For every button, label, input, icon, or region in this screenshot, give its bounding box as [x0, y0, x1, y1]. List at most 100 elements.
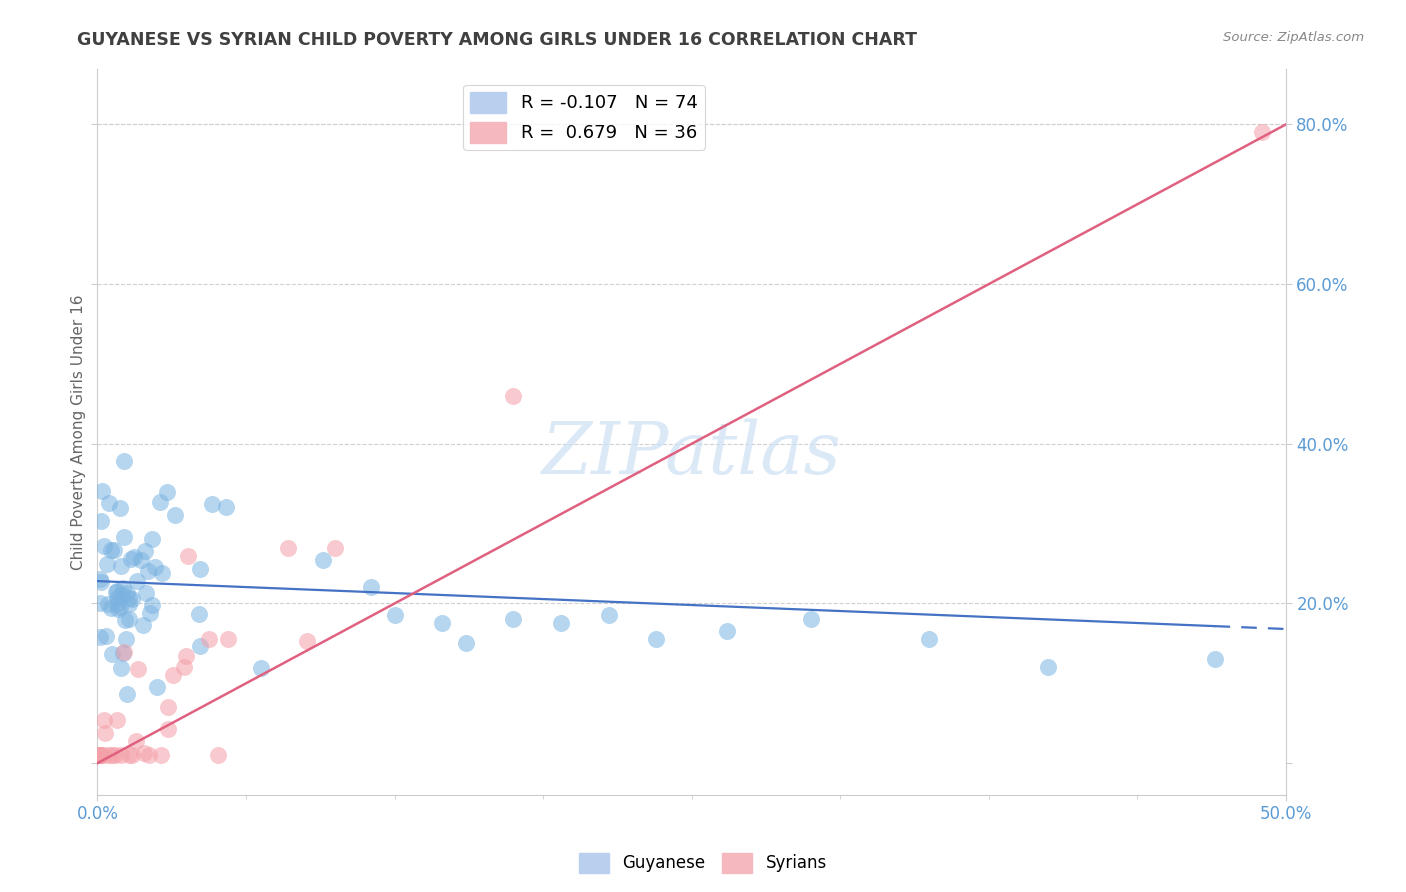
Point: [249, 661, 271, 675]
Point: [360, 581, 382, 595]
Point: [94, 726, 117, 740]
Point: [107, 591, 129, 606]
Point: [89, 748, 111, 763]
Point: [174, 648, 197, 663]
Text: GUYANESE VS SYRIAN CHILD POVERTY AMONG GIRLS UNDER 16 CORRELATION CHART: GUYANESE VS SYRIAN CHILD POVERTY AMONG G…: [77, 31, 917, 49]
Point: [129, 553, 152, 567]
Point: [110, 661, 132, 675]
Point: [138, 748, 160, 763]
Point: [124, 734, 146, 748]
Point: [217, 632, 239, 647]
Point: [112, 581, 135, 595]
Point: [111, 588, 134, 602]
Point: [598, 608, 620, 623]
Point: [90, 484, 112, 499]
Point: [89, 748, 111, 763]
Point: [121, 592, 143, 607]
Point: [125, 574, 148, 589]
Point: [97, 597, 120, 611]
Point: [97, 496, 120, 510]
Point: [89, 748, 111, 763]
Point: [110, 748, 132, 763]
Point: [277, 541, 299, 555]
Point: [149, 748, 172, 763]
Point: [93, 540, 115, 554]
Point: [103, 543, 125, 558]
Point: [90, 514, 112, 528]
Text: ZIPatlas: ZIPatlas: [541, 418, 842, 489]
Point: [799, 612, 821, 626]
Point: [89, 748, 111, 763]
Point: [121, 747, 143, 762]
Point: [89, 572, 111, 586]
Point: [454, 636, 477, 650]
Point: [716, 624, 738, 639]
Point: [118, 612, 141, 626]
Legend: Guyanese, Syrians: Guyanese, Syrians: [572, 847, 834, 880]
Point: [115, 632, 138, 646]
Point: [141, 598, 163, 612]
Y-axis label: Child Poverty Among Girls Under 16: Child Poverty Among Girls Under 16: [72, 294, 86, 569]
Point: [384, 608, 406, 623]
Point: [430, 616, 453, 631]
Point: [312, 552, 335, 566]
Point: [198, 632, 221, 646]
Point: [93, 713, 115, 727]
Point: [110, 558, 132, 573]
Point: [115, 687, 138, 701]
Point: [1251, 125, 1274, 139]
Point: [143, 559, 166, 574]
Legend: R = -0.107   N = 74, R =  0.679   N = 36: R = -0.107 N = 74, R = 0.679 N = 36: [463, 85, 704, 150]
Point: [323, 541, 346, 555]
Point: [132, 618, 155, 632]
Point: [89, 596, 111, 610]
Point: [134, 544, 156, 558]
Point: [207, 748, 229, 763]
Point: [295, 633, 318, 648]
Point: [93, 748, 115, 763]
Point: [104, 748, 127, 763]
Point: [918, 632, 941, 647]
Text: Source: ZipAtlas.com: Source: ZipAtlas.com: [1223, 31, 1364, 45]
Point: [120, 552, 142, 566]
Point: [157, 700, 180, 714]
Point: [115, 586, 138, 600]
Point: [645, 632, 668, 647]
Point: [110, 500, 132, 515]
Point: [502, 389, 524, 403]
Point: [135, 586, 157, 600]
Point: [141, 532, 163, 546]
Point: [150, 566, 173, 581]
Point: [112, 645, 135, 659]
Point: [112, 647, 135, 661]
Point: [157, 722, 180, 736]
Point: [156, 485, 179, 500]
Point: [201, 497, 224, 511]
Point: [89, 630, 111, 644]
Point: [187, 607, 209, 621]
Point: [100, 601, 122, 615]
Point: [105, 584, 128, 599]
Point: [101, 647, 124, 661]
Point: [165, 508, 187, 522]
Point: [118, 748, 141, 763]
Point: [94, 629, 117, 643]
Point: [118, 591, 141, 606]
Point: [89, 748, 111, 763]
Point: [96, 558, 118, 572]
Point: [100, 542, 122, 557]
Point: [110, 599, 132, 614]
Point: [502, 612, 524, 626]
Point: [188, 562, 211, 576]
Point: [550, 616, 572, 631]
Point: [98, 748, 121, 763]
Point: [90, 574, 112, 589]
Point: [1038, 660, 1060, 674]
Point: [139, 606, 162, 620]
Point: [177, 549, 200, 563]
Point: [162, 668, 184, 682]
Point: [1204, 652, 1226, 666]
Point: [118, 597, 141, 611]
Point: [138, 564, 160, 578]
Point: [122, 549, 145, 564]
